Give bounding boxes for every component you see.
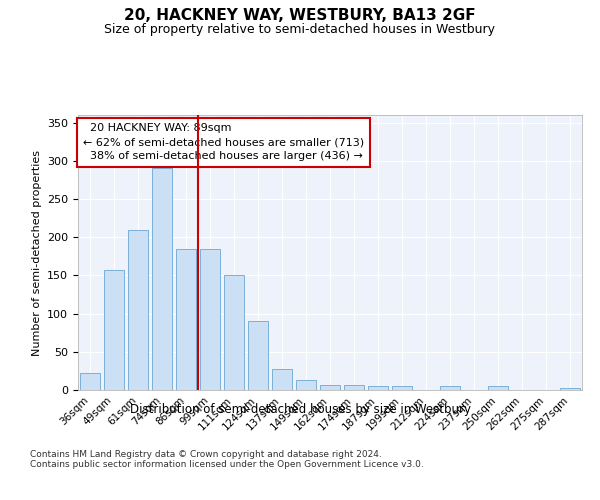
Text: Contains HM Land Registry data © Crown copyright and database right 2024.
Contai: Contains HM Land Registry data © Crown c… — [30, 450, 424, 469]
Bar — [392, 386, 412, 390]
Bar — [176, 248, 196, 390]
Bar — [368, 386, 388, 390]
Bar — [320, 384, 340, 390]
Bar — [440, 386, 460, 390]
Bar — [296, 380, 316, 390]
Bar — [152, 168, 172, 390]
Text: 20 HACKNEY WAY: 89sqm
← 62% of semi-detached houses are smaller (713)
  38% of s: 20 HACKNEY WAY: 89sqm ← 62% of semi-deta… — [83, 123, 364, 161]
Bar — [104, 270, 124, 390]
Bar — [488, 386, 508, 390]
Bar — [128, 230, 148, 390]
Bar — [248, 322, 268, 390]
Bar — [224, 276, 244, 390]
Text: Distribution of semi-detached houses by size in Westbury: Distribution of semi-detached houses by … — [130, 402, 470, 415]
Bar — [344, 384, 364, 390]
Bar — [560, 388, 580, 390]
Text: Size of property relative to semi-detached houses in Westbury: Size of property relative to semi-detach… — [104, 22, 496, 36]
Bar — [200, 248, 220, 390]
Y-axis label: Number of semi-detached properties: Number of semi-detached properties — [32, 150, 41, 356]
Bar — [80, 373, 100, 390]
Text: 20, HACKNEY WAY, WESTBURY, BA13 2GF: 20, HACKNEY WAY, WESTBURY, BA13 2GF — [124, 8, 476, 22]
Bar — [272, 370, 292, 390]
